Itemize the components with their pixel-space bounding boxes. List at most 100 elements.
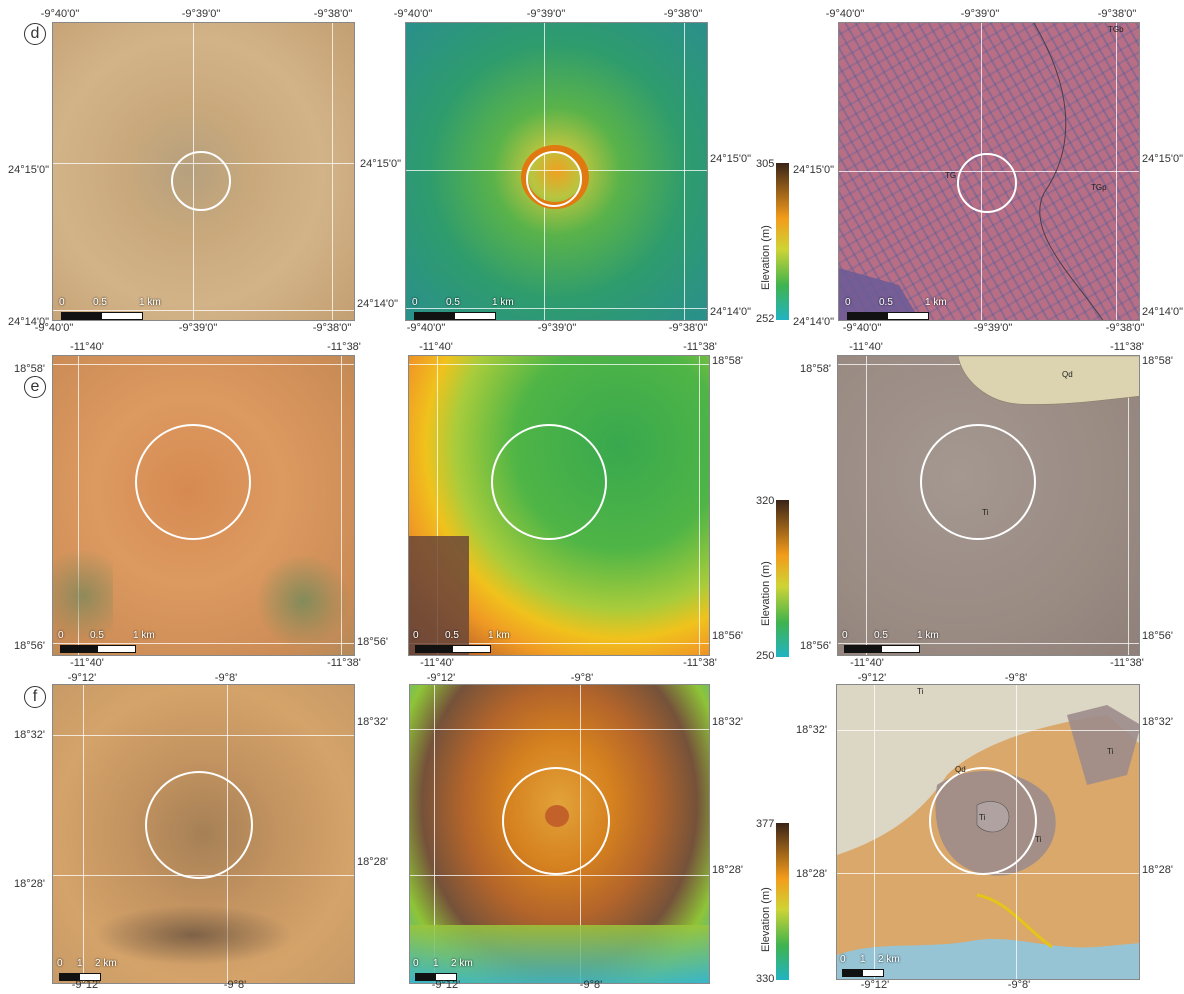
geology-label: TGb (1108, 25, 1124, 34)
lon-label: -11°38' (683, 657, 717, 669)
lon-label: -9°12' (71, 979, 101, 991)
scale-label: 0.5 (879, 297, 893, 308)
lon-label: -9°40'0" (34, 322, 74, 334)
scale-label: 0 (840, 954, 846, 965)
lat-label: 24°14'0" (357, 298, 398, 310)
scale-label: 0 (59, 297, 65, 308)
lon-label: -11°38' (327, 341, 361, 353)
geology-label: Qd (1062, 370, 1073, 379)
legend-max: 320 (756, 495, 775, 507)
dem-image-e: 0 0.5 1 km (408, 355, 710, 656)
lon-label: -11°40' (420, 657, 454, 669)
satellite-image-d: 0 0.5 1 km (52, 22, 355, 321)
lon-label: -11°40' (419, 341, 453, 353)
legend-title: Elevation (m) (760, 225, 772, 290)
lon-label: -9°38'0" (312, 322, 352, 334)
crater-outline (929, 767, 1037, 875)
lon-label: -9°40'0" (825, 8, 865, 20)
lat-label: 18°58' (1142, 355, 1173, 367)
crater-outline (145, 771, 253, 879)
scale-label: 1 km (488, 630, 510, 641)
lon-label: -9°12' (431, 979, 461, 991)
scale-label: 0.5 (93, 297, 107, 308)
panel-label-d: d (24, 23, 46, 45)
satellite-image-e: 0 0.5 1 km (52, 355, 355, 656)
lat-label: 24°15'0" (710, 153, 751, 165)
legend-title: Elevation (m) (760, 887, 772, 952)
lat-label: 18°32' (357, 716, 388, 728)
lon-label: -11°40' (849, 341, 883, 353)
legend-title: Elevation (m) (760, 561, 772, 626)
lon-label: -9°40'0" (842, 322, 882, 334)
lon-label: -9°8' (1007, 979, 1031, 991)
lon-label: -9°12' (860, 979, 890, 991)
lat-label: 24°15'0" (8, 164, 49, 176)
crater-outline (171, 151, 231, 211)
lat-label: 18°58' (14, 363, 45, 375)
lon-label: -9°38'0" (313, 8, 353, 20)
elevation-colorbar-e (776, 500, 789, 657)
scale-label: 0.5 (90, 630, 104, 641)
geology-label: Ti (1035, 835, 1042, 844)
crater-outline (135, 424, 251, 540)
scale-label: 1 km (139, 297, 161, 308)
lon-label: -9°12' (857, 672, 887, 684)
scale-label: 1 (860, 954, 866, 965)
panel-label-f: f (24, 686, 46, 708)
crater-outline (491, 424, 607, 540)
lat-label: 24°14'0" (8, 316, 49, 328)
lat-label: 24°15'0" (360, 158, 401, 170)
lon-label: -9°38'0" (663, 8, 703, 20)
geology-map-e: Qd Ti 0 0.5 1 km (837, 355, 1140, 656)
crater-outline (920, 424, 1036, 540)
lon-label: -11°38' (1110, 341, 1144, 353)
geology-label: TG (945, 171, 957, 180)
scale-label: 0 (845, 297, 851, 308)
lat-label: 18°32' (712, 716, 743, 728)
lat-label: 18°58' (712, 355, 743, 367)
elevation-colorbar-f (776, 823, 789, 980)
geology-label: Ti (1107, 747, 1114, 756)
lon-label: -11°38' (1110, 657, 1144, 669)
lon-label: -11°38' (327, 657, 361, 669)
lat-label: 18°28' (357, 856, 388, 868)
crater-outline (526, 151, 582, 207)
geology-label: Ti (979, 813, 986, 822)
lat-label: 18°58' (800, 363, 831, 375)
scale-label: 0 (58, 630, 64, 641)
scale-label: 1 (433, 958, 439, 969)
lon-label: -9°8' (223, 979, 247, 991)
crater-outline (502, 767, 610, 875)
scale-label: 0 (57, 958, 63, 969)
satellite-image-f: 0 1 2 km (52, 684, 355, 984)
lat-label: 24°14'0" (710, 306, 751, 318)
scale-label: 2 km (878, 954, 900, 965)
lon-label: -11°40' (70, 657, 104, 669)
scale-label: 0 (413, 958, 419, 969)
dem-image-f: 0 1 2 km (409, 684, 710, 984)
scale-label: 1 km (917, 630, 939, 641)
lon-label: -9°39'0" (181, 8, 221, 20)
lon-label: -9°39'0" (960, 8, 1000, 20)
geology-label: Ti (917, 687, 924, 696)
lon-label: -9°8' (570, 672, 594, 684)
scale-label: 1 (77, 958, 83, 969)
scale-label: 0 (842, 630, 848, 641)
lat-label: 18°28' (712, 864, 743, 876)
lat-label: 18°32' (14, 729, 45, 741)
lon-label: -9°12' (67, 672, 97, 684)
lon-label: -9°40'0" (406, 322, 446, 334)
lon-label: -9°38'0" (1097, 8, 1137, 20)
lon-label: -11°40' (70, 341, 104, 353)
legend-min: 330 (756, 973, 775, 985)
legend-min: 252 (756, 313, 775, 325)
lon-label: -11°38' (683, 341, 717, 353)
crater-outline (957, 153, 1017, 213)
scale-label: 1 km (133, 630, 155, 641)
geology-label: TGp (1091, 183, 1107, 192)
scale-label: 1 km (925, 297, 947, 308)
lat-label: 24°15'0" (1142, 153, 1183, 165)
scale-label: 1 km (492, 297, 514, 308)
dem-image-d: 0 0.5 1 km (405, 22, 708, 321)
geology-map-f: Ti Qd Ti Ti Ti 0 1 2 km (836, 684, 1140, 980)
